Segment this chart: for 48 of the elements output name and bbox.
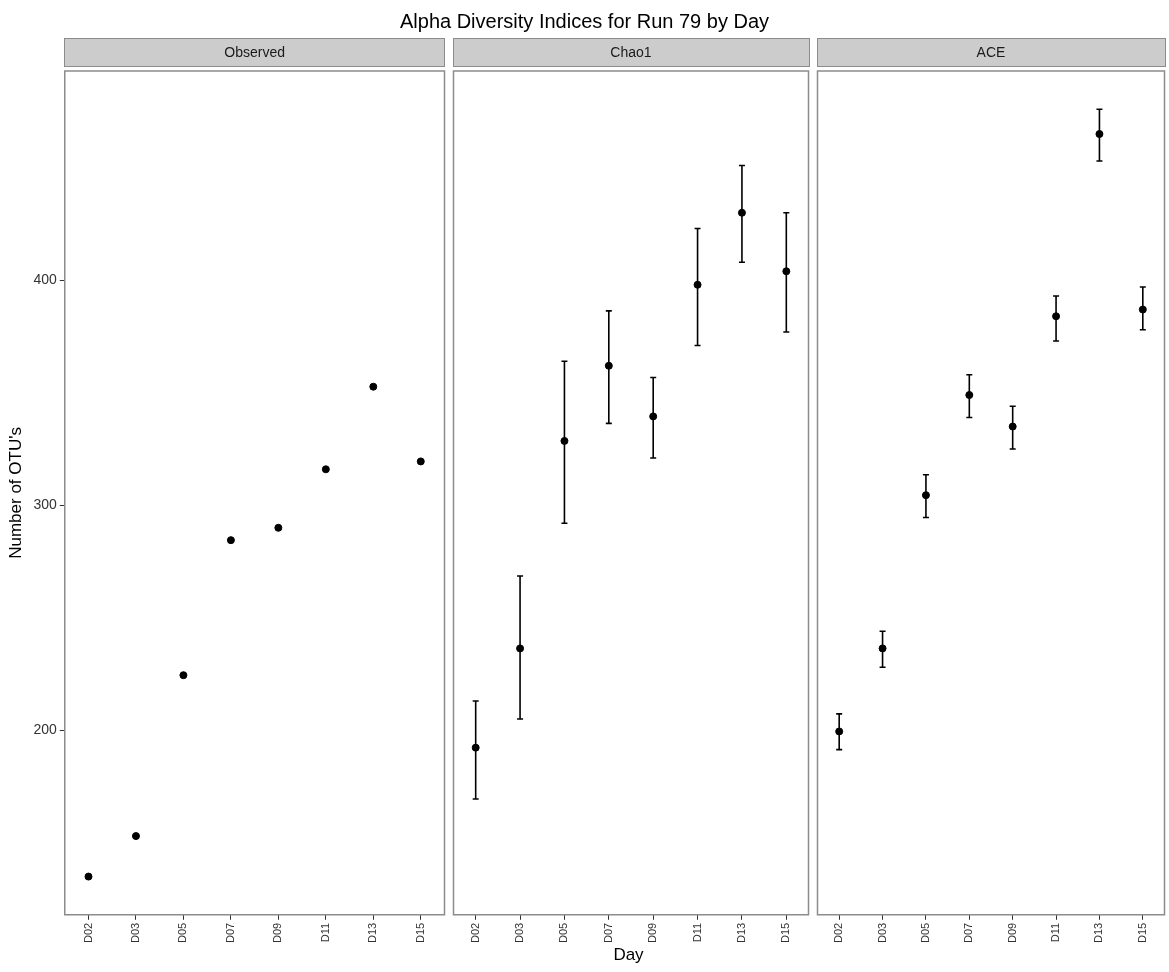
x-tick-label: D02	[468, 922, 481, 944]
x-tick-label: D05	[557, 922, 570, 944]
y-tick-label: 300	[33, 496, 57, 513]
chart-title: ACE	[816, 38, 1166, 67]
x-tick-label: D05	[918, 922, 931, 944]
x-tick-label: D15	[779, 922, 792, 944]
point	[965, 391, 974, 400]
x-tick-label: D07	[223, 922, 236, 944]
x-tick-label: D13	[366, 922, 379, 944]
x-tick-label: D02	[81, 922, 94, 944]
point	[84, 872, 93, 881]
point	[274, 523, 283, 532]
x-tick-label: D15	[413, 922, 426, 944]
x-axis-title: Day	[613, 945, 644, 964]
x-tick-label: D13	[734, 922, 747, 944]
point	[560, 436, 569, 445]
x-tick-label: D09	[271, 922, 284, 944]
x-tick-label: D13	[1092, 922, 1105, 944]
x-tick-label: D09	[646, 922, 659, 944]
point	[226, 536, 235, 545]
x-tick-label: D07	[601, 922, 614, 944]
x-tick-label: D11	[318, 922, 331, 943]
x-tick-label: D03	[128, 922, 141, 944]
x-tick-label: D09	[1005, 922, 1018, 944]
point	[782, 267, 791, 276]
point	[416, 457, 425, 466]
point	[693, 280, 702, 289]
point	[321, 465, 330, 474]
point	[131, 832, 140, 841]
y-tick-label: 200	[33, 721, 57, 738]
y-tick-label: 400	[33, 271, 57, 288]
point	[471, 743, 480, 752]
x-tick-label: D05	[176, 922, 189, 944]
point	[369, 382, 378, 391]
chart-title: Observed	[63, 38, 446, 67]
x-tick-label: D15	[1135, 922, 1148, 944]
x-tick-label: D02	[832, 922, 845, 944]
text: Alpha Diversity Indices for Run 79 by Day	[398, 10, 771, 33]
x-tick-label: D11	[1049, 922, 1062, 943]
point	[1095, 130, 1104, 139]
x-tick-label: D03	[513, 922, 526, 944]
x-tick-label: D07	[962, 922, 975, 944]
y-axis-title: Number of OTU's	[5, 427, 25, 559]
point	[878, 644, 887, 653]
chart-title: Chao1	[452, 38, 810, 67]
point	[179, 671, 188, 680]
x-tick-label: D11	[690, 922, 703, 943]
x-tick-label: D03	[875, 922, 888, 944]
